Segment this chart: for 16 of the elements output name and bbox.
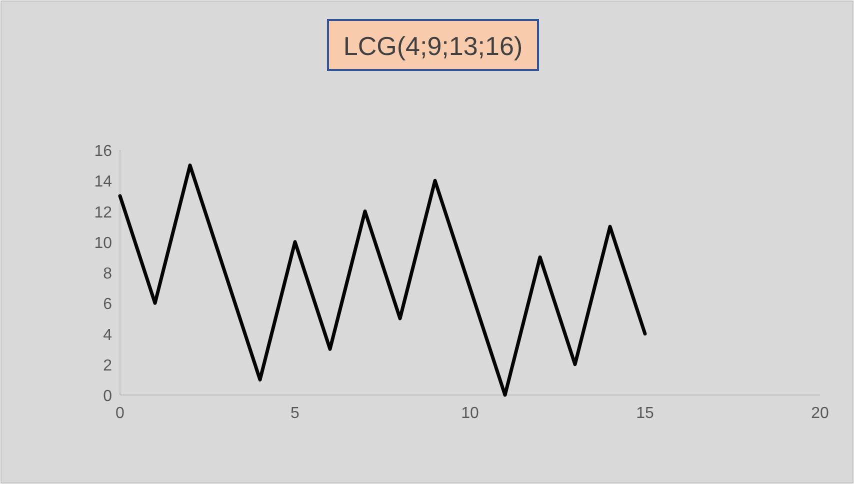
x-tick-label: 10 [461,405,479,422]
y-tick-label: 14 [94,174,112,191]
y-tick-label: 10 [94,234,112,252]
x-tick-label: 20 [811,405,829,422]
line-series [118,164,647,397]
y-tick-label: 2 [103,357,112,374]
y-tick-label: 4 [103,326,112,344]
chart-title: LCG(4;9;13;16) [343,31,523,61]
y-tick-label: 12 [94,204,112,222]
y-tick-label: 0 [103,388,112,405]
y-tick-label: 6 [103,296,112,314]
x-tick-label: 15 [636,405,654,422]
x-tick-label: 0 [116,405,125,422]
x-tick-label: 5 [290,405,300,422]
y-tick-label: 16 [94,143,112,160]
y-tick-label: 8 [103,266,112,282]
